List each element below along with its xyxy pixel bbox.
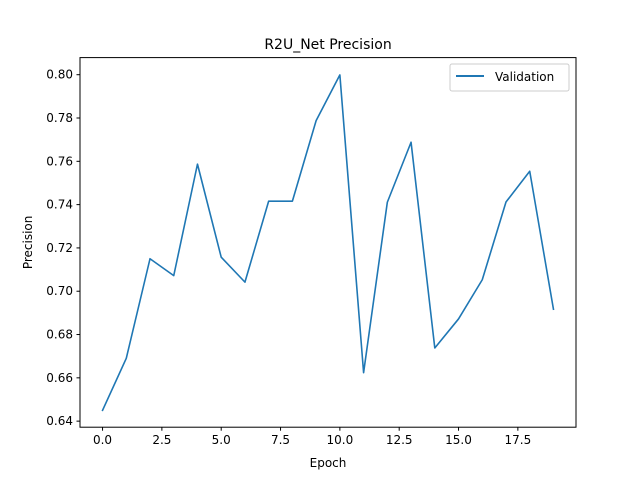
data-point xyxy=(363,372,365,374)
data-point xyxy=(125,358,127,360)
legend-label: Validation xyxy=(495,70,554,84)
data-point xyxy=(505,201,507,203)
y-axis-label: Precision xyxy=(21,216,35,270)
data-point xyxy=(268,200,270,202)
chart-title: R2U_Net Precision xyxy=(264,37,391,53)
x-tick-label: 0.0 xyxy=(93,433,112,447)
data-point xyxy=(481,279,483,281)
x-axis: 0.0 2.5 5.0 7.5 10.0 12.5 15.0 17.5 xyxy=(93,427,531,447)
x-tick-label: 17.5 xyxy=(504,433,531,447)
y-tick-label: 0.72 xyxy=(46,241,73,255)
x-tick-label: 2.5 xyxy=(152,433,171,447)
data-point xyxy=(553,308,555,310)
x-axis-label: Epoch xyxy=(310,456,347,470)
data-point xyxy=(458,318,460,320)
x-tick-label: 7.5 xyxy=(271,433,290,447)
data-point xyxy=(197,163,199,165)
data-point xyxy=(434,347,436,349)
data-point xyxy=(244,281,246,283)
y-tick-label: 0.74 xyxy=(46,198,73,212)
data-point xyxy=(220,256,222,258)
x-tick-label: 5.0 xyxy=(212,433,231,447)
legend: Validation xyxy=(449,63,570,92)
data-point xyxy=(387,201,389,203)
data-point xyxy=(173,275,175,277)
x-tick-label: 15.0 xyxy=(445,433,472,447)
data-point xyxy=(339,74,341,76)
y-tick-label: 0.80 xyxy=(46,68,73,82)
series-line-1 xyxy=(101,74,555,412)
data-point xyxy=(315,120,317,122)
plot-frame xyxy=(79,57,577,428)
x-tick-label: 12.5 xyxy=(386,433,413,447)
legend-box xyxy=(449,63,570,92)
series-layer xyxy=(101,74,555,412)
y-tick-label: 0.78 xyxy=(46,111,73,125)
data-point xyxy=(149,258,151,260)
y-tick-label: 0.70 xyxy=(46,284,73,298)
y-tick-label: 0.76 xyxy=(46,154,73,168)
data-point xyxy=(292,200,294,202)
data-point xyxy=(102,410,104,412)
data-point xyxy=(529,170,531,172)
y-tick-label: 0.68 xyxy=(46,328,73,342)
y-tick-label: 0.66 xyxy=(46,371,73,385)
x-tick-label: 10.0 xyxy=(327,433,354,447)
y-tick-label: 0.64 xyxy=(46,414,73,428)
data-point xyxy=(410,141,412,143)
y-axis: 0.64 0.66 0.68 0.70 0.72 0.74 0.76 0.78 0.80 xyxy=(46,68,80,428)
